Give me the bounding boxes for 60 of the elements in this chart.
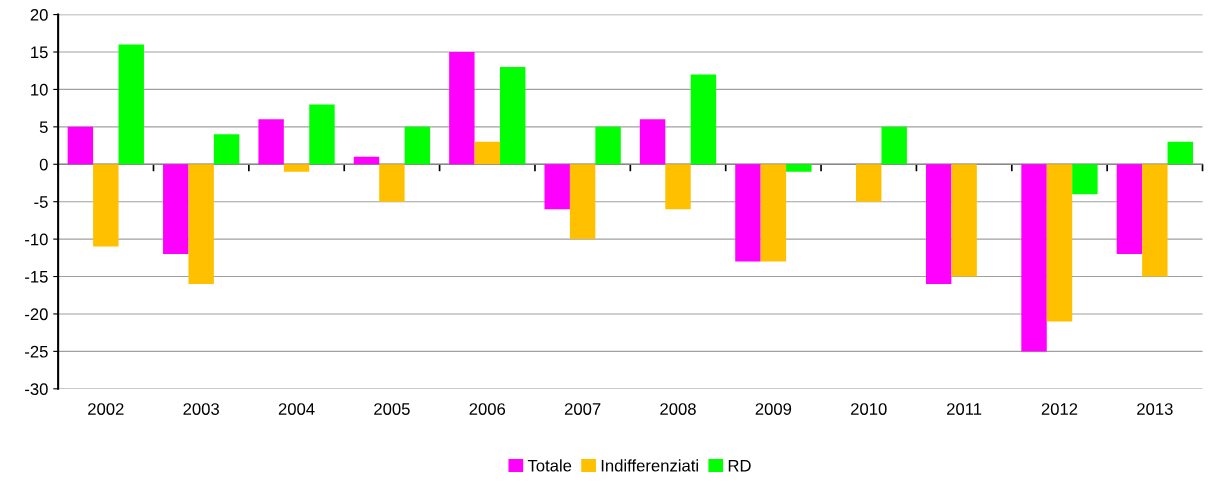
bar — [93, 164, 119, 247]
bar — [1021, 164, 1047, 352]
bar — [1167, 141, 1193, 165]
y-tick-label: 0 — [39, 158, 48, 171]
x-tick-label: 2003 — [183, 403, 219, 415]
y-tick-label: 5 — [39, 121, 48, 134]
y-tick-label: -20 — [25, 308, 48, 321]
bar — [881, 126, 907, 165]
x-tick-label: 2005 — [374, 403, 410, 415]
bar — [639, 119, 666, 165]
y-tick-label: -10 — [25, 233, 48, 246]
bar — [163, 164, 189, 255]
x-tick-label: 2006 — [469, 403, 506, 415]
bar — [569, 164, 596, 240]
y-tick-label: 20 — [30, 8, 48, 21]
legend-label: RD — [728, 459, 751, 472]
x-tick-label: 2004 — [278, 403, 315, 415]
bar — [213, 134, 240, 165]
bar — [353, 156, 380, 165]
bar — [283, 164, 310, 172]
y-tick-label: -30 — [25, 383, 48, 395]
y-tick-label: -5 — [34, 196, 48, 208]
x-tick-label: 2012 — [1041, 403, 1078, 415]
bar — [404, 126, 431, 165]
bar — [735, 164, 761, 262]
bar — [67, 126, 94, 165]
y-tick-label: -25 — [25, 345, 48, 358]
bar — [188, 164, 214, 285]
bar — [856, 164, 882, 202]
bar — [665, 164, 691, 210]
bar — [925, 164, 952, 285]
bar — [1142, 164, 1168, 277]
bar — [379, 164, 405, 202]
x-tick-label: 2002 — [88, 403, 124, 415]
x-tick-label: 2013 — [1137, 403, 1173, 415]
y-tick-label: 15 — [31, 46, 48, 59]
legend-label: Totale — [527, 459, 572, 472]
y-tick-label: -15 — [25, 271, 48, 283]
x-tick-label: 2010 — [851, 403, 887, 415]
x-tick-label: 2008 — [660, 403, 696, 415]
legend-label: Indifferenziati — [601, 459, 698, 472]
y-tick-label: 10 — [31, 83, 48, 96]
bar — [951, 164, 977, 277]
bar — [595, 126, 621, 165]
bar — [1072, 164, 1098, 195]
bar — [786, 164, 812, 172]
bar — [449, 52, 475, 165]
bar — [309, 104, 335, 165]
bar — [760, 164, 787, 262]
bar — [258, 119, 284, 165]
bar — [690, 74, 717, 165]
bar — [118, 44, 144, 165]
x-tick-label: 2009 — [755, 403, 792, 415]
bar — [499, 66, 526, 165]
bar — [1116, 164, 1143, 255]
x-tick-label: 2007 — [564, 403, 601, 415]
bar — [544, 164, 570, 210]
bar — [474, 141, 500, 165]
x-tick-label: 2011 — [947, 403, 982, 415]
bar — [1046, 164, 1073, 322]
